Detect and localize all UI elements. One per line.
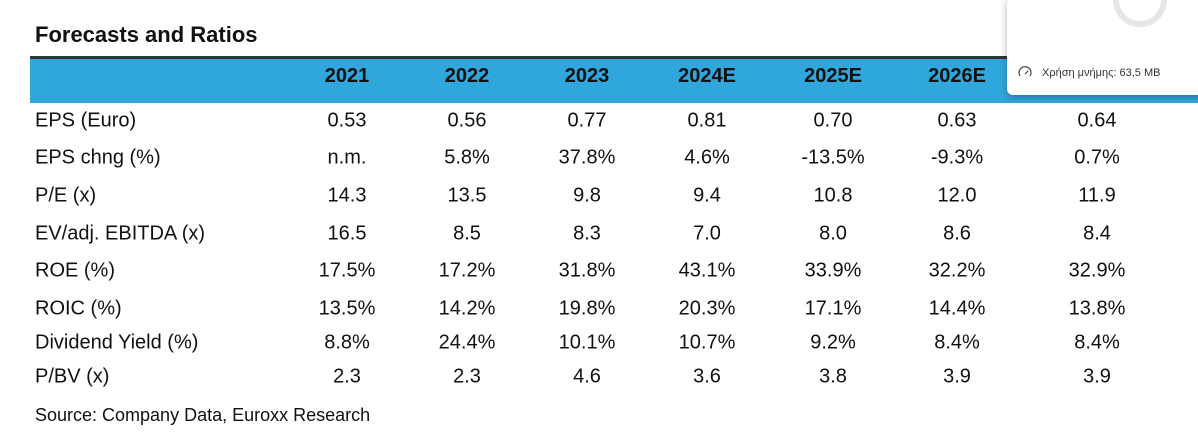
cell: 37.8% <box>558 146 616 169</box>
cell: 8.3 <box>573 222 601 245</box>
column-header: 2026E <box>928 65 986 87</box>
column-header: 2024E <box>678 65 736 87</box>
memory-text: Χρήση μνήμης: 63,5 MB <box>1042 67 1161 79</box>
cell: 32.2% <box>928 259 986 282</box>
cell: 9.2% <box>810 331 856 354</box>
cell: 3.9 <box>943 365 971 388</box>
cell: -13.5% <box>801 146 865 169</box>
spinner <box>1113 0 1167 27</box>
cell: 10.7% <box>678 331 736 354</box>
popup-graphics <box>1018 0 1167 77</box>
cell: n.m. <box>327 146 367 169</box>
cell: 19.8% <box>558 297 616 320</box>
row-label: P/BV (x) <box>35 365 110 388</box>
cell: 31.8% <box>558 259 616 282</box>
title: Forecasts and Ratios <box>35 22 258 47</box>
cell: 2.3 <box>333 365 361 388</box>
cell: 10.1% <box>558 331 616 354</box>
cell: 3.8 <box>819 365 847 388</box>
cell: 43.1% <box>678 259 736 282</box>
cell: 9.8 <box>573 184 601 207</box>
cell: -9.3% <box>930 146 984 169</box>
cell: 2.3 <box>453 365 481 388</box>
cell: 0.77 <box>567 109 607 132</box>
cell: 17.5% <box>318 259 376 282</box>
cell: 14.3 <box>327 184 367 207</box>
memory-icon <box>1018 66 1032 77</box>
cell: 8.4% <box>934 331 980 354</box>
cell: 13.5% <box>318 297 376 320</box>
cell: 17.1% <box>804 297 862 320</box>
cell: 10.8 <box>813 184 853 207</box>
row-label: EPS chng (%) <box>35 146 161 169</box>
header-bar <box>30 56 1198 103</box>
cell: 8.4% <box>1074 331 1120 354</box>
cell: 11.9 <box>1078 184 1116 207</box>
memory-popup <box>1007 0 1198 95</box>
cell: 0.7% <box>1074 146 1120 169</box>
cell: 8.6 <box>943 222 971 245</box>
row-label: EV/adj. EBITDA (x) <box>35 222 206 245</box>
row-label: ROE (%) <box>35 259 115 282</box>
cell: 0.63 <box>937 109 977 132</box>
cell: 8.8% <box>324 331 370 354</box>
cell: 0.70 <box>813 109 853 132</box>
cell: 8.4 <box>1083 222 1111 245</box>
cell: 14.2% <box>438 297 496 320</box>
row-label: P/E (x) <box>35 184 97 207</box>
cell: 17.2% <box>438 259 496 282</box>
cell: 16.5 <box>327 222 367 245</box>
cell: 3.9 <box>1083 365 1111 388</box>
row-label: EPS (Euro) <box>35 109 137 132</box>
column-header: 2025E <box>804 65 862 87</box>
cell: 8.5 <box>453 222 481 245</box>
cell: 32.9% <box>1068 259 1126 282</box>
cell: 3.6 <box>693 365 721 388</box>
cell: 24.4% <box>438 331 496 354</box>
cell: 0.56 <box>447 109 487 132</box>
column-header: 2021 <box>324 65 370 87</box>
cell: 0.53 <box>327 109 367 132</box>
cell: 0.81 <box>687 109 727 132</box>
cell: 13.5 <box>447 184 487 207</box>
cell: 4.6 <box>573 365 601 388</box>
cell: 8.0 <box>819 222 847 245</box>
row-label: ROIC (%) <box>35 297 122 320</box>
source: Source: Company Data, Euroxx Research <box>35 405 371 425</box>
cell: 0.64 <box>1077 109 1117 132</box>
cell: 12.0 <box>937 184 977 207</box>
cell: 14.4% <box>928 297 986 320</box>
cell: 4.6% <box>684 146 730 169</box>
cell: 9.4 <box>693 184 721 207</box>
cell: 20.3% <box>678 297 736 320</box>
row-label: Dividend Yield (%) <box>35 331 199 354</box>
column-header: 2022 <box>444 65 490 87</box>
cell: 13.8% <box>1068 297 1126 320</box>
cell: 5.8% <box>444 146 490 169</box>
column-header: 2023 <box>564 65 610 87</box>
cell: 33.9% <box>804 259 862 282</box>
cell: 7.0 <box>693 222 721 245</box>
